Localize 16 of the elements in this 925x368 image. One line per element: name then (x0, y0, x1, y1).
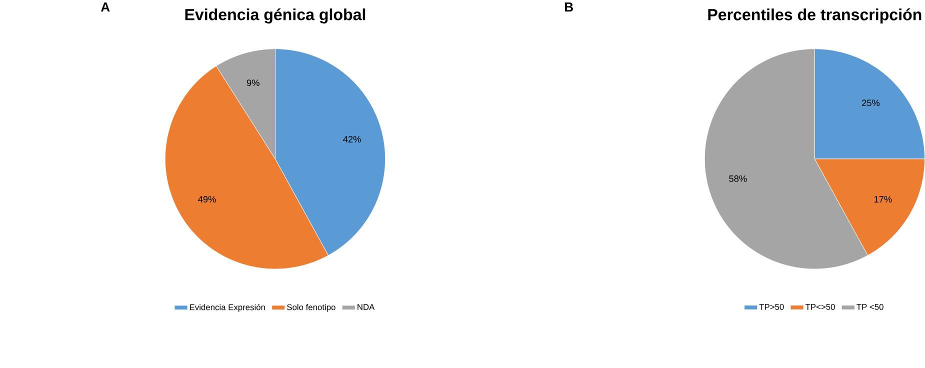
legend-label: TP>50 (759, 304, 784, 310)
legend-label: Evidencia Expresión (190, 304, 265, 312)
legend-label: NDA (358, 304, 375, 310)
data-label: 42% (343, 136, 361, 142)
data-label: 58% (729, 175, 747, 182)
legend-label: TP <50 (856, 304, 884, 310)
data-label: 17% (874, 196, 892, 202)
legend-label: Solo fenotipo (287, 304, 336, 312)
data-label: 25% (862, 100, 880, 106)
text: A (101, 2, 110, 12)
data-label: 49% (198, 196, 216, 202)
chart-title: Percentiles de transcripción (708, 8, 922, 24)
legend-label: TP<>50 (806, 304, 835, 310)
text: B (565, 2, 573, 12)
chart-title: Evidencia génica global (185, 8, 366, 24)
data-label: 9% (246, 80, 260, 86)
